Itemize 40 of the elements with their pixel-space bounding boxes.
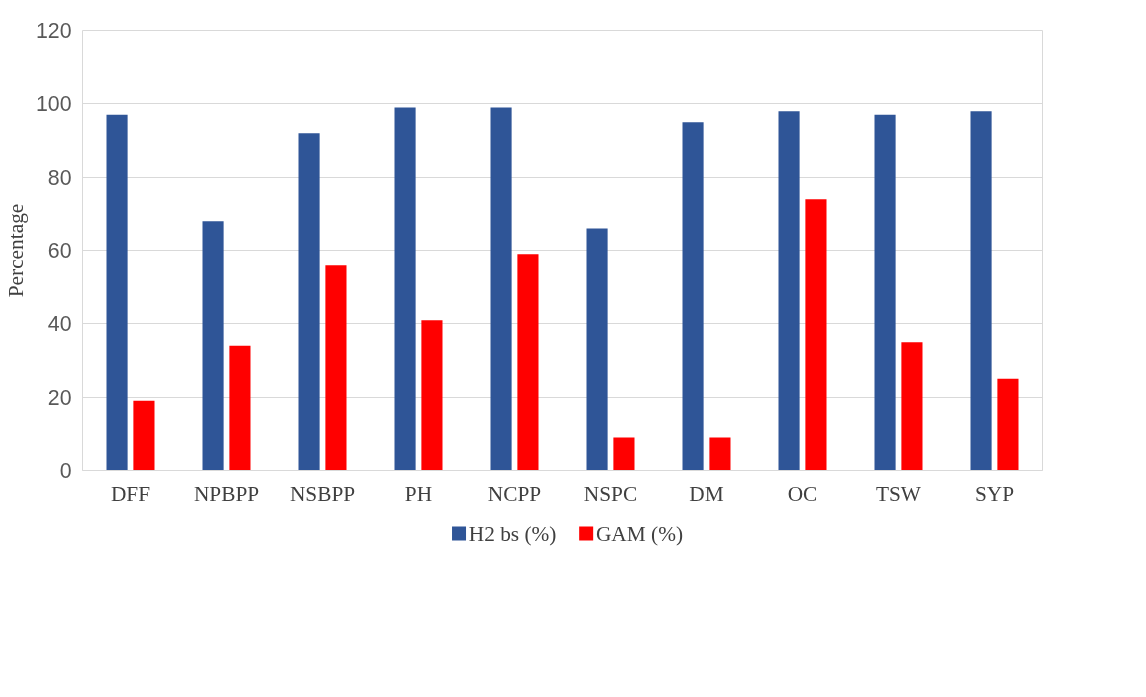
x-tick-label: OC xyxy=(787,481,818,506)
y-tick-label: 0 xyxy=(59,459,72,483)
bar xyxy=(325,265,347,471)
legend-label: GAM (%) xyxy=(595,521,684,546)
x-tick-label: SYP xyxy=(974,481,1015,506)
bar xyxy=(874,114,896,471)
x-tick-label: NCPP xyxy=(487,481,542,506)
bar xyxy=(229,345,251,471)
x-tick-label: DFF xyxy=(110,481,151,506)
x-tick-label: NPBPP xyxy=(193,481,260,506)
y-tick-label: 100 xyxy=(35,92,72,117)
bar xyxy=(517,254,539,471)
x-tick-label: TSW xyxy=(875,481,922,506)
x-tick-label: NSPC xyxy=(583,481,638,506)
bar xyxy=(586,228,608,471)
bar xyxy=(778,111,800,471)
bar xyxy=(970,111,992,471)
x-tick-label: NSBPP xyxy=(289,481,356,506)
legend-label: H2 bs (%) xyxy=(468,521,557,546)
bar xyxy=(997,378,1019,471)
y-tick-label: 60 xyxy=(47,239,72,263)
x-tick-label: DM xyxy=(689,481,724,506)
x-tick-label: PH xyxy=(404,481,433,506)
bar xyxy=(106,114,128,471)
y-tick-label: 80 xyxy=(47,165,72,190)
bar xyxy=(298,133,320,471)
y-tick-label: 20 xyxy=(47,385,72,410)
bar xyxy=(394,107,416,471)
bar xyxy=(901,342,923,471)
y-tick-label: 40 xyxy=(47,312,72,337)
y-tick-label: 120 xyxy=(35,19,72,43)
bar xyxy=(613,437,635,471)
bar xyxy=(133,400,155,471)
bar xyxy=(805,199,827,471)
bar xyxy=(490,107,512,471)
bar xyxy=(709,437,731,471)
bar xyxy=(421,320,443,471)
bar xyxy=(682,122,704,471)
bar xyxy=(202,221,224,471)
y-axis-title: Percentage xyxy=(3,203,28,298)
